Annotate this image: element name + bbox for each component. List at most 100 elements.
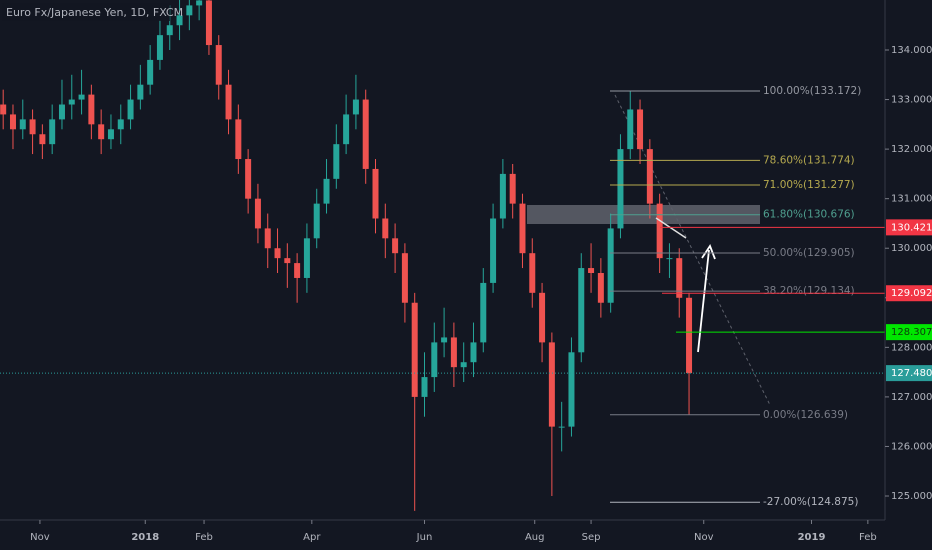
candle-body xyxy=(9,114,16,130)
fib-label: 78.60%(131.774) xyxy=(763,154,855,166)
y-tick-label: 125.000 xyxy=(891,491,932,502)
x-tick-label: Jun xyxy=(416,532,433,543)
candle-body xyxy=(529,253,536,293)
price-tag-label: 127.480 xyxy=(891,368,932,379)
x-tick-label: Feb xyxy=(859,532,877,543)
candle-body xyxy=(490,218,497,283)
candle-body xyxy=(313,203,320,239)
y-tick-label: 128.000 xyxy=(891,342,932,353)
candle-body xyxy=(509,173,516,204)
price-tag xyxy=(886,365,932,382)
plot-area xyxy=(0,0,771,511)
x-tick-label: Apr xyxy=(303,532,321,543)
candle-body xyxy=(303,238,310,278)
candle-body xyxy=(0,104,7,115)
candle-body xyxy=(147,59,154,85)
candle-body xyxy=(411,302,418,397)
candle-body xyxy=(421,377,428,397)
fib-label: 38.20%(129.134) xyxy=(763,285,855,297)
y-tick-label: 130.000 xyxy=(891,243,932,254)
candle-body xyxy=(617,149,624,229)
candle-body xyxy=(117,119,124,130)
candle-body xyxy=(352,99,359,115)
candle-body xyxy=(274,248,281,259)
candle-body xyxy=(392,238,399,254)
candle-body xyxy=(627,109,634,150)
y-tick-label: 126.000 xyxy=(891,441,932,452)
title-bg xyxy=(2,3,170,21)
x-tick-label: Nov xyxy=(694,532,714,543)
candle-body xyxy=(254,198,261,229)
candle-body xyxy=(19,119,26,130)
x-tick-label: 2018 xyxy=(131,532,159,543)
trend-line xyxy=(614,94,771,406)
candle-body xyxy=(39,134,46,145)
candle-body xyxy=(646,149,653,204)
candle-body xyxy=(431,342,438,378)
x-tick-label: Nov xyxy=(30,532,50,543)
y-tick-label: 134.000 xyxy=(891,45,932,56)
x-tick-label: Feb xyxy=(195,532,213,543)
candle-body xyxy=(441,337,448,343)
candle-body xyxy=(186,5,193,16)
candle-body xyxy=(225,84,232,120)
candle-body xyxy=(323,178,330,204)
candle-body xyxy=(588,268,595,274)
candle-body xyxy=(176,15,183,26)
candle-body xyxy=(98,124,105,140)
drawn-line xyxy=(655,217,687,239)
fib-label: 0.00%(126.639) xyxy=(763,409,848,421)
candle-body xyxy=(676,258,683,298)
price-tag xyxy=(886,324,932,341)
candle-body xyxy=(245,159,252,199)
candle-body xyxy=(558,426,565,428)
candle-body xyxy=(401,253,408,303)
candle-body xyxy=(49,119,56,145)
y-tick-label: 133.000 xyxy=(891,95,932,106)
candle-body xyxy=(548,342,555,427)
candle-body xyxy=(382,218,389,239)
candle-body xyxy=(519,203,526,254)
candle-body xyxy=(29,119,36,135)
candle-body xyxy=(137,84,144,100)
x-tick-label: 2019 xyxy=(798,532,826,543)
candle-body xyxy=(686,297,693,374)
candle-body xyxy=(294,263,301,278)
y-tick-label: 127.000 xyxy=(891,392,932,403)
candle-body xyxy=(450,337,457,368)
candle-body xyxy=(88,94,95,125)
candle-body xyxy=(68,99,75,105)
candle-body xyxy=(107,129,114,140)
candle-body xyxy=(568,352,575,427)
fib-label: -27.00%(124.875) xyxy=(763,496,858,508)
fib-label: 50.00%(129.905) xyxy=(763,247,855,259)
candle-body xyxy=(343,114,350,145)
candle-body xyxy=(637,109,644,150)
price-tag xyxy=(886,285,932,302)
candle-body xyxy=(607,228,614,303)
candle-body xyxy=(78,94,85,100)
arrow-shaft xyxy=(697,249,710,353)
candle-body xyxy=(127,99,134,120)
chart-title: Euro Fx/Japanese Yen, 1D, FXCM xyxy=(6,6,183,19)
candle-body xyxy=(235,119,242,160)
price-tag xyxy=(886,219,932,236)
candle-body xyxy=(460,362,467,368)
candle-body xyxy=(58,104,65,120)
candle-body xyxy=(597,273,604,303)
price-tag-label: 130.421 xyxy=(891,222,932,233)
candle-body xyxy=(666,258,673,260)
candle-body xyxy=(166,25,173,36)
candle-body xyxy=(539,292,546,343)
fib-label: 100.00%(133.172) xyxy=(763,85,861,97)
fib-label: 61.80%(130.676) xyxy=(763,209,855,221)
x-tick-label: Aug xyxy=(525,532,545,543)
y-tick-label: 131.000 xyxy=(891,194,932,205)
candle-body xyxy=(333,144,340,179)
fib-label: 71.00%(131.277) xyxy=(763,179,855,191)
candle-body xyxy=(480,282,487,343)
annotations: 100.00%(133.172) 78.60%(131.774) 71.00%(13… xyxy=(0,85,885,508)
candle-body xyxy=(264,228,271,249)
